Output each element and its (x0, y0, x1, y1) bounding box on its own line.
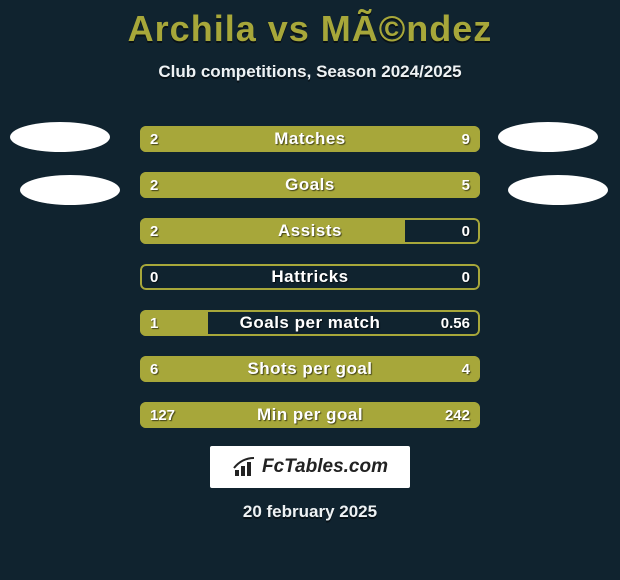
stat-label: Min per goal (140, 402, 480, 428)
stat-row: 29Matches (140, 126, 480, 152)
player-photo-placeholder (20, 175, 120, 205)
stat-label: Goals per match (140, 310, 480, 336)
player-a-name: Archila (128, 8, 257, 49)
stat-row: 25Goals (140, 172, 480, 198)
player-photo-placeholder (498, 122, 598, 152)
stat-label: Assists (140, 218, 480, 244)
vs-separator: vs (268, 8, 310, 49)
stat-row: 20Assists (140, 218, 480, 244)
stat-label: Shots per goal (140, 356, 480, 382)
stat-label: Goals (140, 172, 480, 198)
stat-row: 127242Min per goal (140, 402, 480, 428)
stat-label: Hattricks (140, 264, 480, 290)
date-label: 20 february 2025 (0, 502, 620, 522)
stat-row: 64Shots per goal (140, 356, 480, 382)
stat-label: Matches (140, 126, 480, 152)
comparison-title: Archila vs MÃ©ndez (0, 0, 620, 50)
brand-box: FcTables.com (210, 446, 410, 488)
player-photo-placeholder (10, 122, 110, 152)
brand-text: FcTables.com (262, 456, 388, 478)
stat-bars: 29Matches 25Goals 20Assists 00Hattricks 10.5… (140, 126, 480, 448)
brand-chart-icon (232, 456, 258, 478)
stat-row: 10.56Goals per match (140, 310, 480, 336)
subtitle: Club competitions, Season 2024/2025 (0, 62, 620, 82)
player-b-name: MÃ©ndez (321, 8, 493, 49)
player-photo-placeholder (508, 175, 608, 205)
stat-row: 00Hattricks (140, 264, 480, 290)
